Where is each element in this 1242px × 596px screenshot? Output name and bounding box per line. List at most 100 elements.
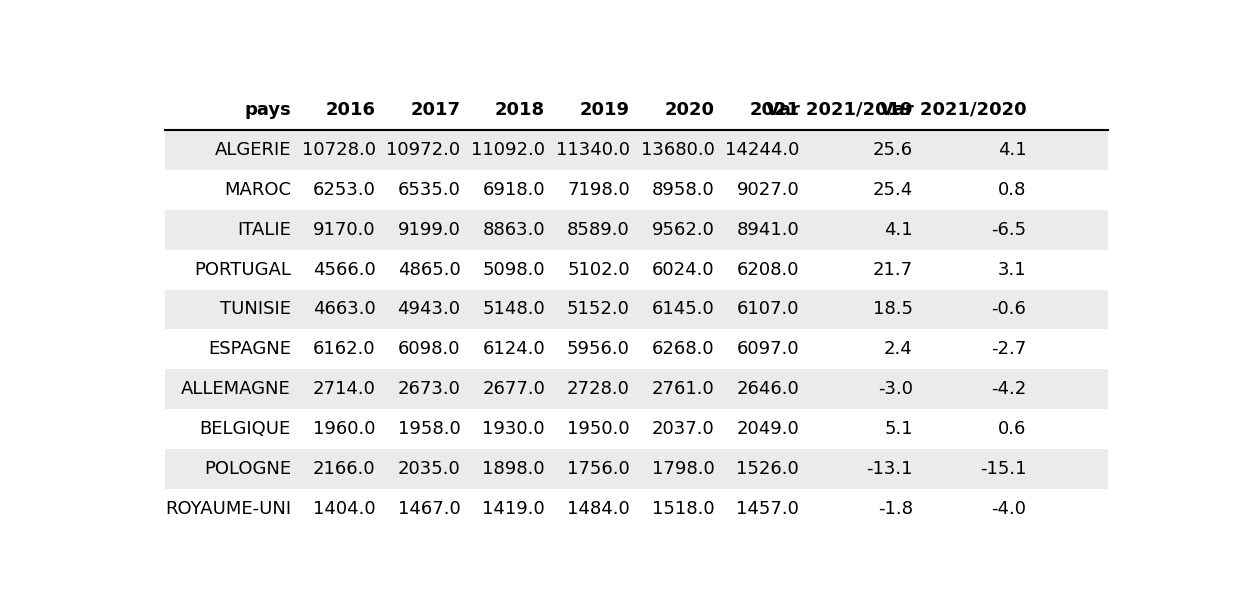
Text: 1930.0: 1930.0: [482, 420, 545, 438]
Text: 2728.0: 2728.0: [566, 380, 630, 398]
Text: 2761.0: 2761.0: [652, 380, 714, 398]
Bar: [165, 330, 1108, 370]
Text: 4663.0: 4663.0: [313, 300, 375, 318]
Text: 18.5: 18.5: [873, 300, 913, 318]
Text: 1898.0: 1898.0: [482, 460, 545, 478]
Text: 1484.0: 1484.0: [568, 500, 630, 518]
Text: 11092.0: 11092.0: [471, 141, 545, 159]
Text: -1.8: -1.8: [878, 500, 913, 518]
Text: 11340.0: 11340.0: [555, 141, 630, 159]
Text: -6.5: -6.5: [991, 221, 1026, 238]
Text: 4943.0: 4943.0: [397, 300, 461, 318]
Text: 5.1: 5.1: [884, 420, 913, 438]
Text: 2017: 2017: [410, 101, 461, 119]
Text: 9199.0: 9199.0: [397, 221, 461, 238]
Text: 25.6: 25.6: [873, 141, 913, 159]
Text: 6145.0: 6145.0: [652, 300, 714, 318]
Text: 5148.0: 5148.0: [482, 300, 545, 318]
Text: 14244.0: 14244.0: [725, 141, 799, 159]
Text: 10728.0: 10728.0: [302, 141, 375, 159]
Text: pays: pays: [245, 101, 291, 119]
Bar: [165, 290, 1108, 330]
Text: 9562.0: 9562.0: [652, 221, 714, 238]
Text: ROYAUME-UNI: ROYAUME-UNI: [165, 500, 291, 518]
Bar: [165, 210, 1108, 250]
Text: -15.1: -15.1: [980, 460, 1026, 478]
Text: 5956.0: 5956.0: [566, 340, 630, 358]
Text: TUNISIE: TUNISIE: [220, 300, 291, 318]
Text: 4865.0: 4865.0: [397, 260, 461, 278]
Text: 6124.0: 6124.0: [482, 340, 545, 358]
Text: 4.1: 4.1: [884, 221, 913, 238]
Text: 9170.0: 9170.0: [313, 221, 375, 238]
Text: -2.7: -2.7: [991, 340, 1026, 358]
Text: 1950.0: 1950.0: [568, 420, 630, 438]
Text: 6918.0: 6918.0: [482, 181, 545, 198]
Text: 6268.0: 6268.0: [652, 340, 714, 358]
Text: 8958.0: 8958.0: [652, 181, 714, 198]
Text: 25.4: 25.4: [873, 181, 913, 198]
Text: 8589.0: 8589.0: [568, 221, 630, 238]
Bar: [165, 409, 1108, 449]
Text: 7198.0: 7198.0: [568, 181, 630, 198]
Text: -13.1: -13.1: [866, 460, 913, 478]
Text: 10972.0: 10972.0: [386, 141, 461, 159]
Text: 8941.0: 8941.0: [737, 221, 799, 238]
Text: -4.2: -4.2: [991, 380, 1026, 398]
Text: 6208.0: 6208.0: [737, 260, 799, 278]
Text: 6107.0: 6107.0: [737, 300, 799, 318]
Text: 2035.0: 2035.0: [397, 460, 461, 478]
Text: 1467.0: 1467.0: [397, 500, 461, 518]
Text: 2018: 2018: [496, 101, 545, 119]
Text: 4.1: 4.1: [997, 141, 1026, 159]
Text: 1756.0: 1756.0: [568, 460, 630, 478]
Text: 1526.0: 1526.0: [737, 460, 799, 478]
Text: 2019: 2019: [580, 101, 630, 119]
Text: 8863.0: 8863.0: [482, 221, 545, 238]
Bar: [165, 170, 1108, 210]
Text: 2166.0: 2166.0: [313, 460, 375, 478]
Text: 2020: 2020: [664, 101, 714, 119]
Text: 1518.0: 1518.0: [652, 500, 714, 518]
Text: 2037.0: 2037.0: [652, 420, 714, 438]
Text: -0.6: -0.6: [991, 300, 1026, 318]
Text: 2673.0: 2673.0: [397, 380, 461, 398]
Text: Var 2021/2019: Var 2021/2019: [766, 101, 913, 119]
Text: 1798.0: 1798.0: [652, 460, 714, 478]
Text: 9027.0: 9027.0: [737, 181, 799, 198]
Text: 5152.0: 5152.0: [566, 300, 630, 318]
Text: 13680.0: 13680.0: [641, 141, 714, 159]
Text: 6162.0: 6162.0: [313, 340, 375, 358]
Text: -4.0: -4.0: [991, 500, 1026, 518]
Text: MAROC: MAROC: [224, 181, 291, 198]
Text: 2021: 2021: [749, 101, 799, 119]
Text: BELGIQUE: BELGIQUE: [200, 420, 291, 438]
Text: 2016: 2016: [325, 101, 375, 119]
Text: 1457.0: 1457.0: [737, 500, 799, 518]
Text: 4566.0: 4566.0: [313, 260, 375, 278]
Text: 5102.0: 5102.0: [568, 260, 630, 278]
Text: -3.0: -3.0: [878, 380, 913, 398]
Text: 2646.0: 2646.0: [737, 380, 799, 398]
Text: 1404.0: 1404.0: [313, 500, 375, 518]
Text: POLOGNE: POLOGNE: [204, 460, 291, 478]
Text: 2.4: 2.4: [884, 340, 913, 358]
Text: PORTUGAL: PORTUGAL: [194, 260, 291, 278]
Text: 6098.0: 6098.0: [397, 340, 461, 358]
Text: 5098.0: 5098.0: [482, 260, 545, 278]
Bar: [165, 370, 1108, 409]
Text: 2714.0: 2714.0: [313, 380, 375, 398]
Bar: [165, 130, 1108, 170]
Text: 1958.0: 1958.0: [397, 420, 461, 438]
Text: ESPAGNE: ESPAGNE: [207, 340, 291, 358]
Bar: [165, 250, 1108, 290]
Text: 0.6: 0.6: [999, 420, 1026, 438]
Text: Var 2021/2020: Var 2021/2020: [879, 101, 1026, 119]
Text: 6535.0: 6535.0: [397, 181, 461, 198]
Text: 0.8: 0.8: [999, 181, 1026, 198]
Text: 2677.0: 2677.0: [482, 380, 545, 398]
Text: 21.7: 21.7: [873, 260, 913, 278]
Text: 2049.0: 2049.0: [737, 420, 799, 438]
Text: 6253.0: 6253.0: [313, 181, 375, 198]
Text: ALGERIE: ALGERIE: [215, 141, 291, 159]
